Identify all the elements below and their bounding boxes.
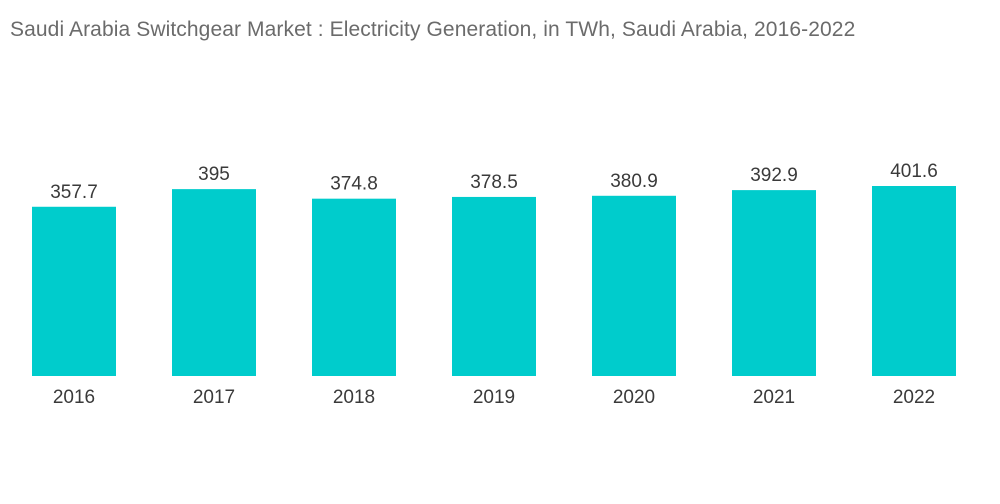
bar-2021 <box>732 190 816 376</box>
data-label-2018: 374.8 <box>330 174 378 195</box>
data-label-2022: 401.6 <box>890 161 938 182</box>
bar-2018 <box>312 198 396 376</box>
data-label-2016: 357.7 <box>50 182 98 203</box>
bar-2022 <box>872 186 956 376</box>
bar-2016 <box>32 206 116 376</box>
bar-2019 <box>452 196 536 376</box>
data-label-2020: 380.9 <box>610 171 658 192</box>
data-label-2021: 392.9 <box>750 165 798 186</box>
x-tick-label-2022: 2022 <box>893 387 935 408</box>
x-tick-label-2020: 2020 <box>613 387 655 408</box>
data-labels-group: 357.7 395 374.8 378.5 380.9 392.9 401.6 <box>50 161 938 203</box>
x-axis-tick-labels: 2016 2017 2018 2019 2020 2021 2022 <box>53 387 935 408</box>
x-tick-label-2021: 2021 <box>753 387 795 408</box>
x-tick-label-2016: 2016 <box>53 387 95 408</box>
bar-2020 <box>592 195 676 376</box>
x-tick-label-2019: 2019 <box>473 387 515 408</box>
x-tick-label-2018: 2018 <box>333 387 375 408</box>
chart-title: Saudi Arabia Switchgear Market : Electri… <box>10 18 856 41</box>
x-tick-label-2017: 2017 <box>193 387 235 408</box>
bar-2017 <box>172 189 256 376</box>
bars-group <box>32 186 956 376</box>
data-label-2019: 378.5 <box>470 172 518 193</box>
data-label-2017: 395 <box>198 164 230 185</box>
